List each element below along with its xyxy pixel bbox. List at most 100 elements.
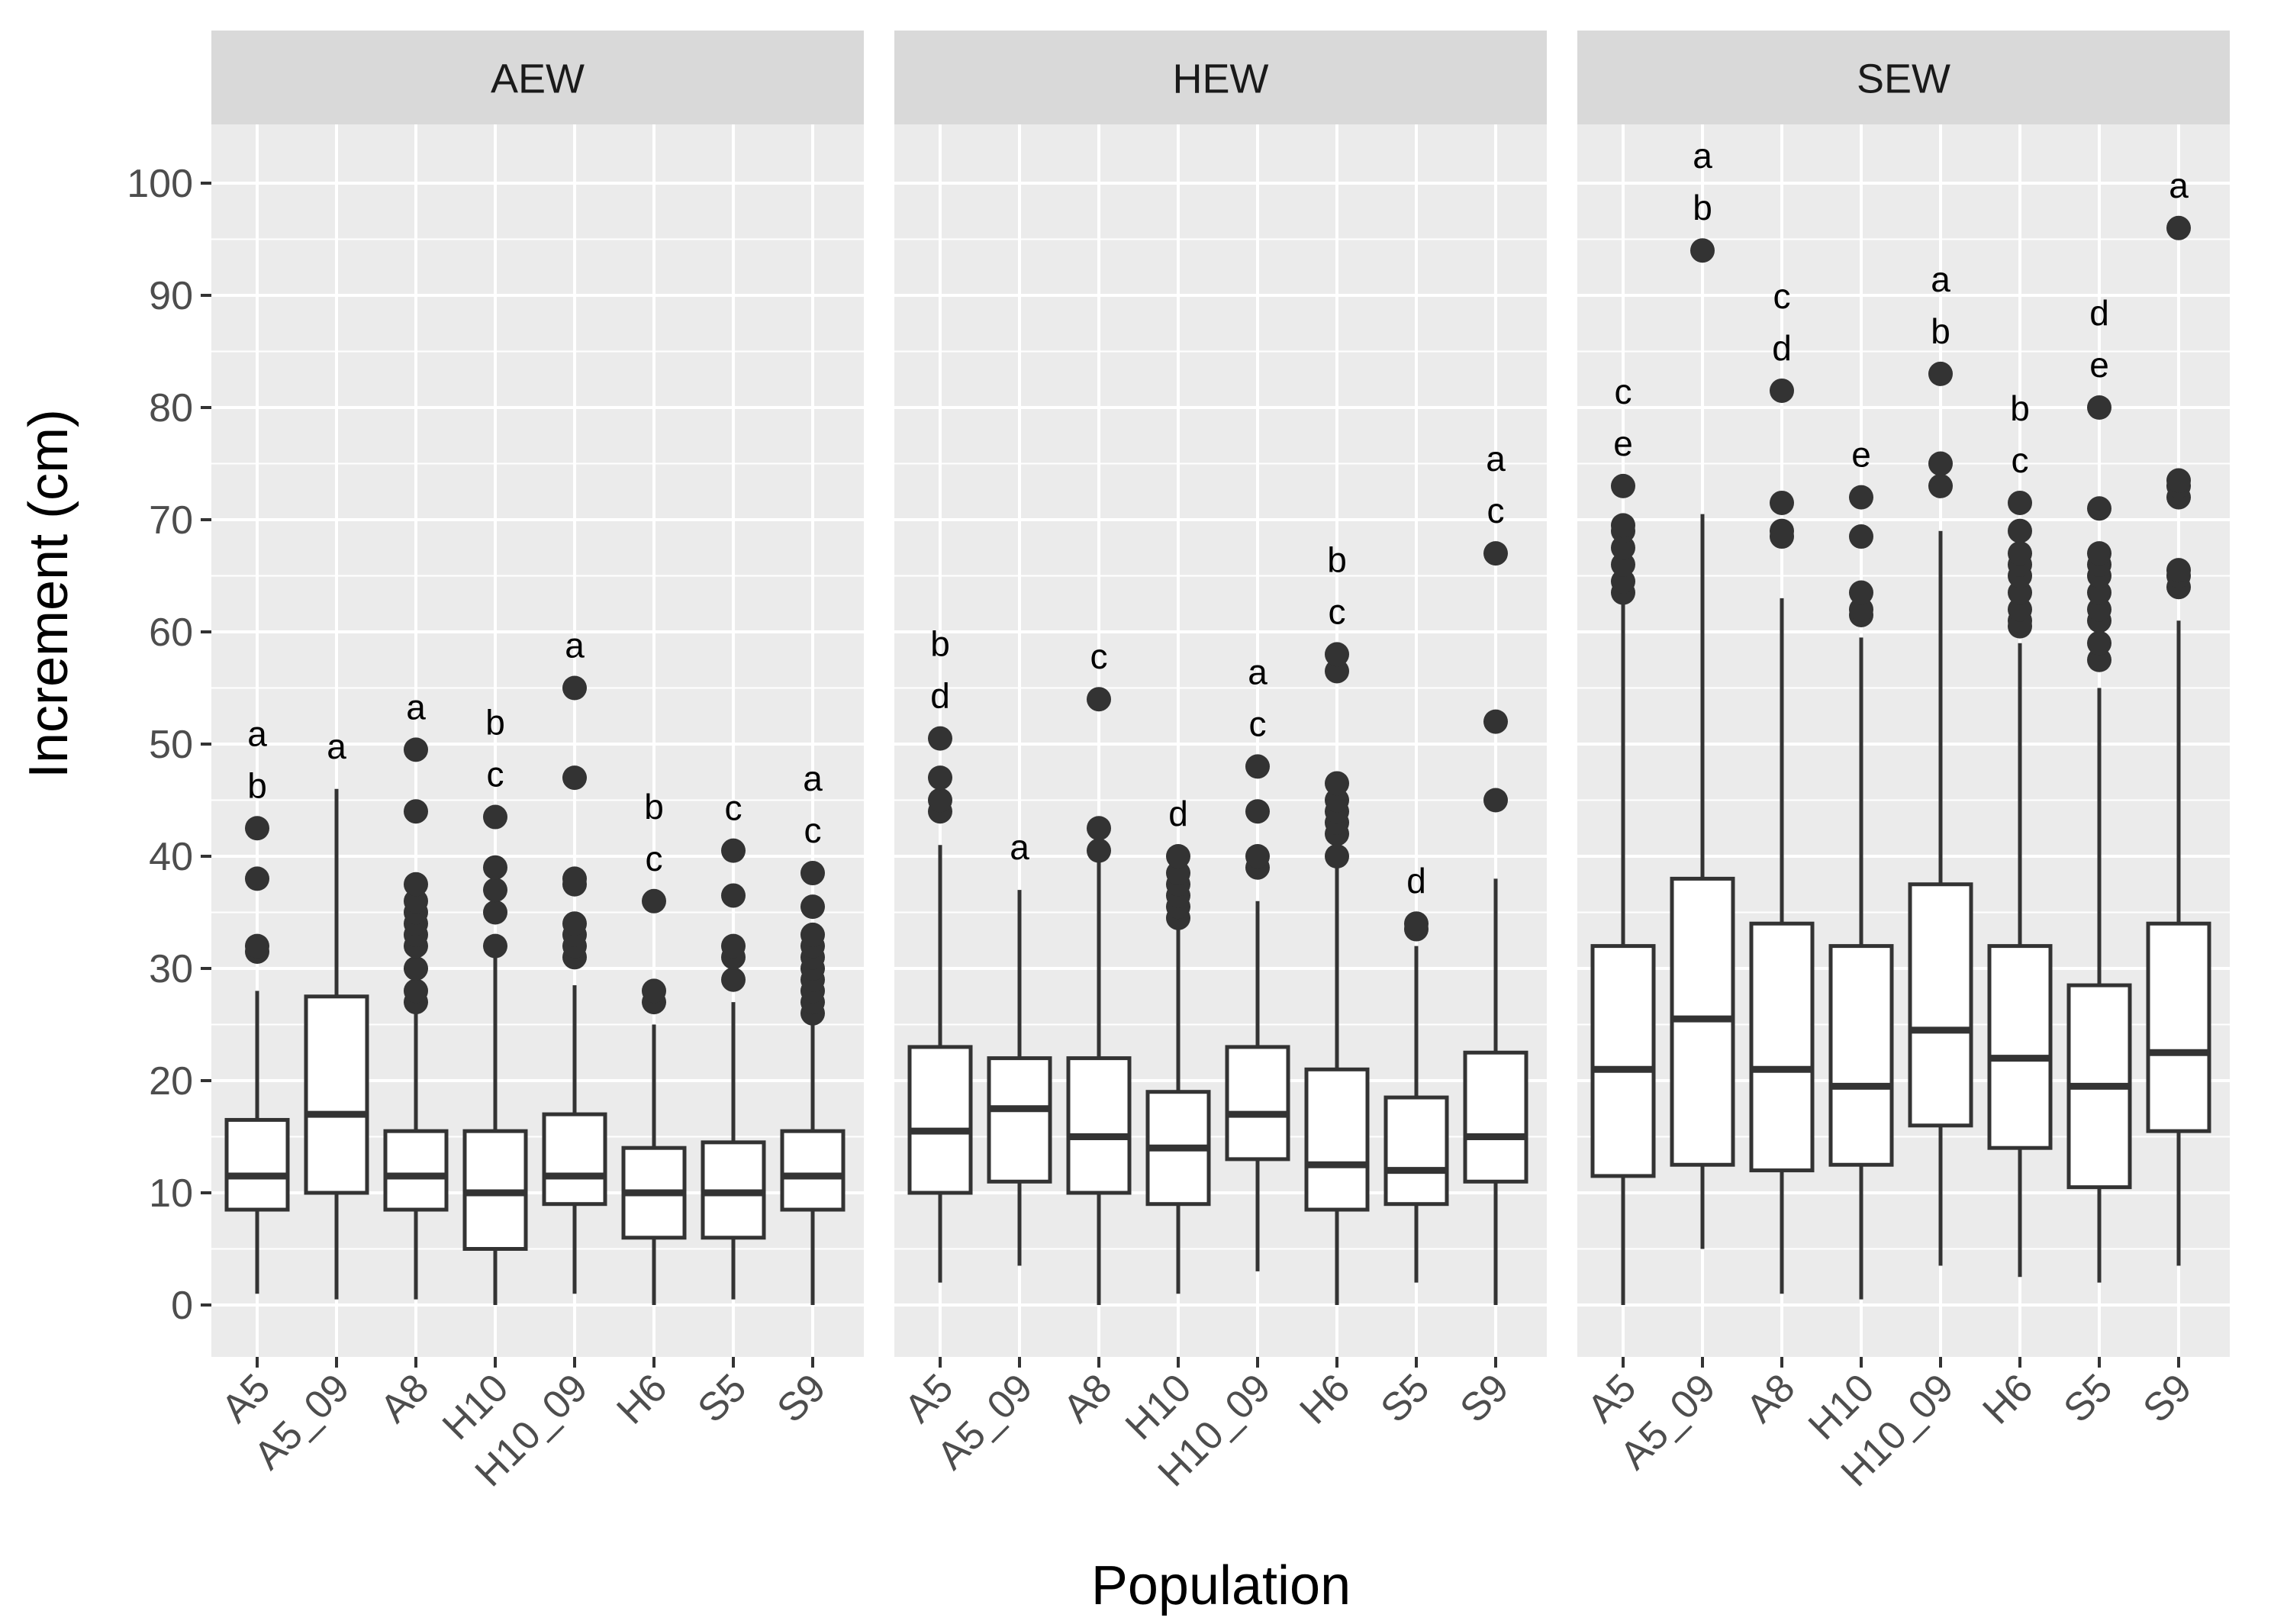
- outlier-point: [928, 788, 952, 813]
- significance-letter: d: [1406, 861, 1426, 901]
- outlier-point: [1928, 473, 1953, 498]
- outlier-point: [1690, 238, 1715, 263]
- outlier-point: [1245, 844, 1270, 868]
- outlier-point: [404, 872, 428, 897]
- significance-letter: a: [1010, 827, 1029, 867]
- y-tick-label: 100: [127, 162, 193, 206]
- box-a5: ab A5: [213, 714, 290, 1431]
- box-a5: bd A5: [896, 624, 973, 1431]
- outlier-point: [1770, 490, 1794, 515]
- outlier-point: [483, 855, 507, 880]
- outlier-point: [404, 888, 428, 914]
- significance-letter: a: [1931, 259, 1950, 299]
- outlier-point: [1849, 580, 1873, 605]
- significance-letter: b: [644, 787, 664, 826]
- outlier-point: [2166, 215, 2191, 240]
- box-s9: ac S9: [1451, 439, 1528, 1431]
- outlier-point: [928, 726, 952, 751]
- significance-letter: e: [1613, 424, 1633, 463]
- y-tick-label: 90: [149, 274, 193, 318]
- outlier-point: [642, 978, 666, 1004]
- y-tick-label: 0: [171, 1284, 193, 1328]
- box-iqr: [2146, 921, 2211, 1133]
- significance-letter: b: [1693, 188, 1712, 227]
- panel-sew: SEWceA5abA5_09cdA8eH10abH10_09bcH6deS5aS…: [1577, 31, 2230, 1495]
- outlier-point: [721, 838, 746, 863]
- outlier-point: [404, 737, 428, 762]
- box-iqr: [1987, 944, 2053, 1150]
- box-h6: bc H6: [1974, 388, 2053, 1432]
- significance-letter: b: [485, 703, 505, 743]
- box-iqr: [1590, 944, 1656, 1178]
- outlier-point: [1770, 378, 1794, 403]
- outlier-point: [1849, 485, 1873, 510]
- y-tick-label: 60: [149, 611, 193, 655]
- outlier-point: [721, 883, 746, 908]
- significance-letter: e: [1851, 435, 1871, 475]
- y-tick-label: 40: [149, 835, 193, 879]
- outlier-point: [562, 911, 587, 936]
- significance-letter: d: [1772, 328, 1792, 368]
- significance-letter: b: [1931, 311, 1950, 351]
- outlier-point: [2008, 490, 2032, 515]
- box-iqr: [1066, 1056, 1132, 1195]
- x-tick-label: A8: [1055, 1365, 1120, 1431]
- outlier-point: [2087, 541, 2111, 566]
- outlier-point: [1611, 552, 1635, 577]
- outlier-point: [928, 765, 952, 791]
- y-tick-label: 50: [149, 723, 193, 767]
- panel-strip-label: SEW: [1857, 56, 1950, 102]
- outlier-point: [404, 799, 428, 824]
- box-iqr: [1225, 1045, 1290, 1162]
- outlier-point: [1087, 687, 1111, 712]
- outlier-point: [562, 866, 587, 891]
- outlier-point: [404, 978, 428, 1004]
- panel-strip: [1577, 31, 2230, 124]
- outlier-point: [2087, 496, 2111, 521]
- outlier-point: [1087, 838, 1111, 863]
- box-iqr: [907, 1045, 973, 1195]
- outlier-point: [2008, 518, 2032, 543]
- box-iqr: [1383, 1095, 1449, 1207]
- significance-letter: a: [565, 626, 585, 665]
- outlier-point: [800, 894, 825, 920]
- box-s9: ac S9: [768, 759, 846, 1431]
- outlier-point: [1404, 911, 1429, 936]
- significance-letter: a: [2169, 166, 2189, 205]
- x-tick-label: H6: [1291, 1365, 1358, 1432]
- outlier-point: [2166, 558, 2191, 583]
- x-tick-label: A8: [372, 1365, 437, 1431]
- outlier-point: [2166, 468, 2191, 493]
- significance-letter: c: [487, 755, 504, 794]
- significance-letter: b: [2010, 388, 2030, 428]
- x-tick-label: A5: [1579, 1365, 1644, 1431]
- significance-letter: b: [247, 765, 267, 805]
- outlier-point: [1325, 659, 1349, 684]
- outlier-point: [721, 933, 746, 959]
- box-s5: c S5: [689, 788, 766, 1431]
- significance-letter: a: [327, 727, 346, 766]
- significance-letter: c: [804, 810, 822, 850]
- box-iqr: [542, 1112, 607, 1207]
- significance-letter: c: [1090, 636, 1108, 676]
- panel-strip: [211, 31, 864, 124]
- outlier-point: [245, 816, 269, 841]
- panel-strip-label: HEW: [1173, 56, 1269, 102]
- box-iqr: [1304, 1067, 1370, 1212]
- box-h6: bc H6: [1291, 540, 1370, 1432]
- box-iqr: [383, 1129, 449, 1212]
- outlier-point: [483, 804, 507, 830]
- outlier-point: [2087, 580, 2111, 605]
- outlier-point: [1166, 861, 1190, 886]
- box-iqr: [987, 1056, 1052, 1184]
- significance-letter: a: [1693, 136, 1712, 176]
- x-tick-label: A5: [213, 1365, 279, 1431]
- outlier-point: [1770, 518, 1794, 543]
- panel-background: [1577, 124, 2230, 1357]
- box-iqr: [780, 1129, 846, 1212]
- significance-letter: d: [930, 676, 950, 716]
- outlier-point: [483, 878, 507, 903]
- y-tick-label: 20: [149, 1059, 193, 1104]
- significance-letter: a: [1486, 439, 1506, 478]
